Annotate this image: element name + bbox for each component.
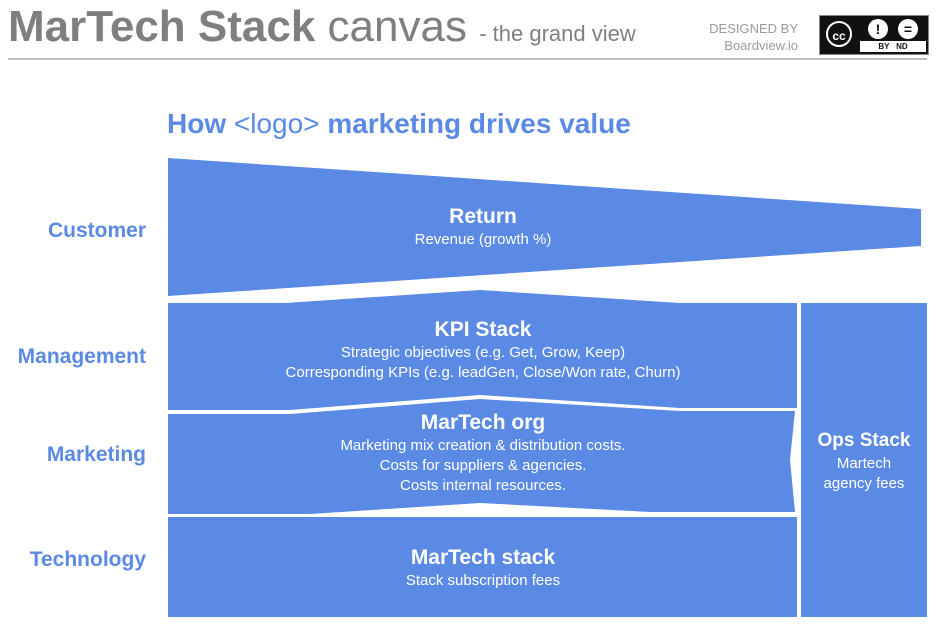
- page-title: MarTech Stack canvas - the grand view: [8, 2, 636, 51]
- stack-block: MarTech stack Stack subscription fees: [405, 546, 561, 589]
- stack-shape: [168, 517, 797, 617]
- kpi-block: KPI Stack Strategic objectives (e.g. Get,…: [285, 318, 681, 381]
- row-label-customer: Customer: [47, 219, 146, 242]
- ops-block: Ops Stack Martech agency fees: [817, 430, 911, 492]
- designer-link: Boardview.io: [724, 38, 798, 53]
- ops-shape: [801, 303, 927, 617]
- header-divider: [8, 58, 927, 60]
- row-label-marketing: Marketing: [46, 443, 146, 466]
- return-block: Return Revenue (growth %): [414, 205, 552, 248]
- row-label-technology: Technology: [29, 548, 146, 571]
- return-shape: [168, 158, 921, 296]
- row-label-management: Management: [17, 345, 146, 368]
- org-shape: [168, 399, 795, 514]
- org-block: MarTech org Marketing mix creation & dist…: [340, 411, 626, 494]
- diagram-heading: How <logo> marketing drives value: [167, 108, 631, 139]
- designed-by: DESIGNED BY Boardview.io: [690, 20, 798, 54]
- kpi-shape: [168, 290, 797, 410]
- cc-license-badge-icon: cc ! = BY ND: [819, 15, 929, 55]
